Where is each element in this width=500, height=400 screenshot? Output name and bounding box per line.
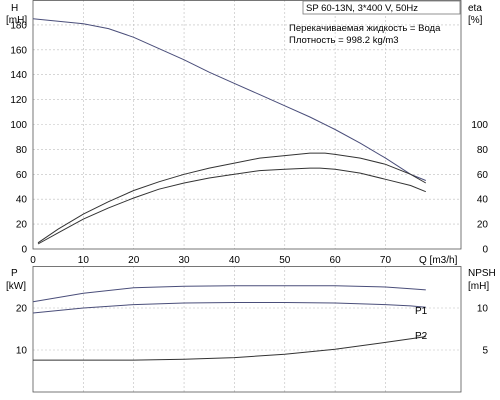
bottom-y-left-label-2: [kW]: [6, 281, 26, 292]
top-y-left-label-2: [mH]: [6, 15, 27, 26]
bottom-series-line-p1: [32, 285, 426, 303]
tick-layer: 0 10 20 30 40 50 60 70 0 20 40 60 80 100 120 140 160 180 0…: [10, 20, 488, 356]
top-y-right-tick-40: 40: [477, 195, 489, 206]
annotation-liquid: Перекачиваемая жидкость = Вода: [289, 23, 441, 34]
x-tick-label-0: 0: [30, 255, 36, 266]
top-y-left-tick-120: 120: [10, 95, 27, 106]
bottom-y-left-tick-20: 20: [16, 304, 28, 315]
x-tick-label-40: 40: [229, 255, 241, 266]
x-tick-label-70: 70: [380, 255, 392, 266]
x-tick-label-50: 50: [279, 255, 291, 266]
top-series-line-2: [37, 167, 426, 245]
top-plot-frame: [32, 0, 462, 250]
bottom-y-right-tick-5: 5: [482, 346, 488, 357]
series-label-p2: P2: [415, 331, 428, 342]
top-y-left-tick-100: 100: [10, 120, 27, 131]
top-series-line-1: [37, 152, 427, 244]
chart-title: SP 60-13N, 3*400 V, 50Hz: [306, 3, 418, 14]
bottom-y-right-label-1: NPSH: [468, 268, 496, 279]
top-y-right-tick-80: 80: [477, 145, 489, 156]
top-y-right-label-1: eta: [468, 3, 482, 14]
series-label-p1: P1: [415, 306, 428, 317]
bottom-y-left-label-1: P: [11, 268, 18, 279]
top-x-axis-label: Q [m3/h]: [419, 255, 458, 266]
top-series-line-0: [32, 18, 426, 181]
bottom-y-left-tick-10: 10: [16, 346, 28, 357]
grid-layer: [33, 0, 461, 392]
title-box: [302, 0, 461, 15]
bottom-series-line-p2: [32, 302, 426, 314]
x-tick-label-10: 10: [78, 255, 90, 266]
x-tick-label-60: 60: [330, 255, 342, 266]
top-y-left-tick-0: 0: [21, 245, 27, 256]
top-y-left-tick-80: 80: [16, 145, 28, 156]
top-y-left-tick-180: 180: [10, 20, 27, 31]
top-y-right-label-2: [%]: [468, 15, 483, 26]
top-y-right-tick-100: 100: [471, 120, 488, 131]
bottom-y-right-label-2: [mH]: [468, 281, 489, 292]
top-y-left-tick-20: 20: [16, 220, 28, 231]
bottom-plot-frame: [32, 266, 462, 393]
top-y-left-tick-60: 60: [16, 170, 28, 181]
top-y-left-label-1: H: [11, 3, 18, 14]
series-layer: [32, 18, 427, 361]
top-y-left-tick-160: 160: [10, 45, 27, 56]
annotation-density: Плотность = 998.2 kg/m3: [289, 35, 399, 46]
bottom-series-line-2: [33, 336, 426, 361]
top-y-left-tick-40: 40: [16, 195, 28, 206]
top-y-right-tick-60: 60: [477, 170, 489, 181]
frame-layer: [32, 0, 462, 393]
top-y-right-tick-20: 20: [477, 220, 489, 231]
top-y-right-tick-0: 0: [482, 245, 488, 256]
top-y-left-tick-140: 140: [10, 70, 27, 81]
bottom-y-right-tick-10: 10: [477, 304, 489, 315]
x-tick-label-30: 30: [178, 255, 190, 266]
x-tick-label-20: 20: [128, 255, 140, 266]
